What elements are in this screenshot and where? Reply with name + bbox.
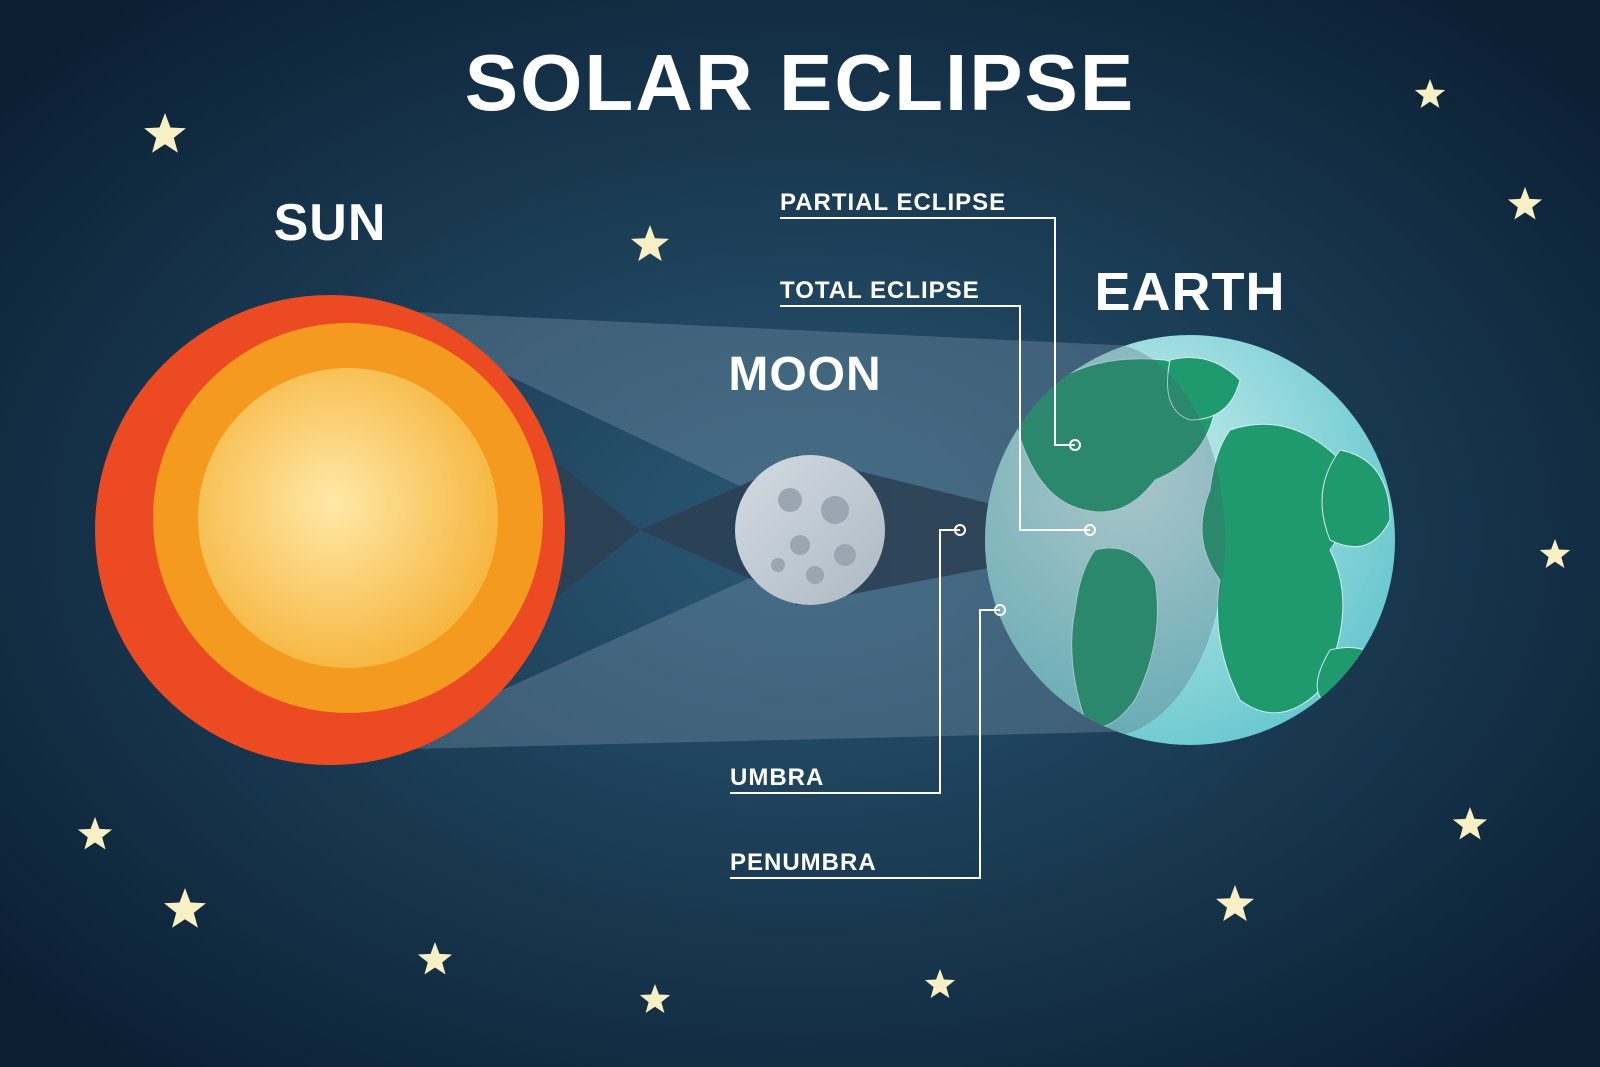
earth-body	[985, 335, 1395, 745]
diagram-title: SOLAR ECLIPSE	[465, 38, 1136, 127]
callout-label-total-eclipse: TOTAL ECLIPSE	[780, 277, 980, 304]
sun-body	[95, 295, 565, 765]
callout-label-penumbra: PENUMBRA	[730, 849, 877, 876]
moon-crater	[778, 488, 802, 512]
moon-crater	[806, 566, 824, 584]
moon-crater	[790, 535, 810, 555]
callout-label-umbra: UMBRA	[730, 764, 824, 791]
moon-crater	[834, 544, 856, 566]
sun-label: SUN	[274, 194, 387, 252]
eclipse-diagram: SOLAR ECLIPSE SUN MOON EARTH PARTIAL ECLIPSE…	[0, 0, 1600, 1067]
moon-crater	[771, 558, 785, 572]
moon-label: MOON	[728, 348, 881, 401]
earth-label: EARTH	[1095, 262, 1286, 322]
moon-crater	[821, 496, 849, 524]
callout-label-partial-eclipse: PARTIAL ECLIPSE	[780, 189, 1006, 216]
